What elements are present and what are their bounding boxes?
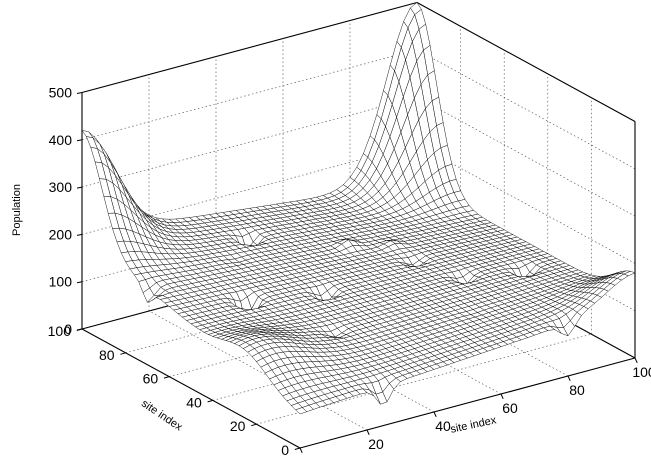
x-tick-label: 0 xyxy=(305,454,313,457)
y-tick-label: 0 xyxy=(281,442,289,457)
y-tick-mark xyxy=(120,352,126,355)
axis-frame-edge xyxy=(81,328,301,449)
x-tick-label: 20 xyxy=(368,436,384,452)
y-tick-label: 40 xyxy=(186,394,202,410)
y-axis-label: site index xyxy=(139,398,185,434)
y-tick-mark xyxy=(207,399,213,403)
z-tick-label: 500 xyxy=(49,85,73,101)
side-wall-gridline xyxy=(416,144,636,264)
x-tick-mark xyxy=(500,393,504,400)
z-tick-label: 0 xyxy=(64,321,72,337)
x-tick-mark xyxy=(433,411,437,418)
z-tick-mark xyxy=(76,233,83,236)
x-tick-label: 80 xyxy=(569,382,585,398)
surface-patch xyxy=(295,407,307,415)
z-tick-label: 100 xyxy=(49,274,73,290)
floor-gridline xyxy=(148,310,368,431)
x-axis-label: site index xyxy=(449,414,497,436)
z-tick-mark xyxy=(76,281,83,284)
y-tick-label: 20 xyxy=(230,418,246,434)
side-wall-gridline xyxy=(416,49,636,170)
floor-gridline xyxy=(256,333,592,425)
y-tick-mark xyxy=(251,423,257,427)
tick-labels: 0204060801000204060801000100200300400500 xyxy=(48,85,651,457)
z-axis-label: Population xyxy=(11,184,23,236)
back-wall-gridline xyxy=(81,96,418,188)
axis-frame-edge xyxy=(299,357,636,449)
x-tick-label: 40 xyxy=(435,418,451,434)
x-tick-label: 100 xyxy=(632,364,651,380)
z-tick-label: 300 xyxy=(49,179,73,195)
x-tick-mark xyxy=(634,357,638,364)
back-wall-gridline xyxy=(81,49,418,141)
y-tick-mark xyxy=(163,376,170,379)
side-wall-gridline xyxy=(416,96,636,217)
x-tick-mark xyxy=(299,447,303,454)
axis-frame-edge xyxy=(81,1,418,94)
x-tick-mark xyxy=(567,375,571,382)
z-tick-label: 400 xyxy=(49,132,73,148)
z-tick-mark xyxy=(76,139,83,142)
z-tick-mark xyxy=(76,186,83,189)
y-tick-label: 100 xyxy=(48,323,72,339)
z-tick-label: 200 xyxy=(49,226,73,242)
x-tick-label: 60 xyxy=(502,400,518,416)
x-tick-mark xyxy=(366,429,370,436)
surface-mesh xyxy=(81,2,636,415)
y-tick-mark xyxy=(294,447,301,450)
axis-frame-edge xyxy=(416,2,636,122)
z-tick-mark xyxy=(76,92,83,94)
y-tick-label: 60 xyxy=(143,371,159,387)
y-tick-label: 80 xyxy=(99,347,115,363)
z-tick-mark xyxy=(76,328,83,331)
